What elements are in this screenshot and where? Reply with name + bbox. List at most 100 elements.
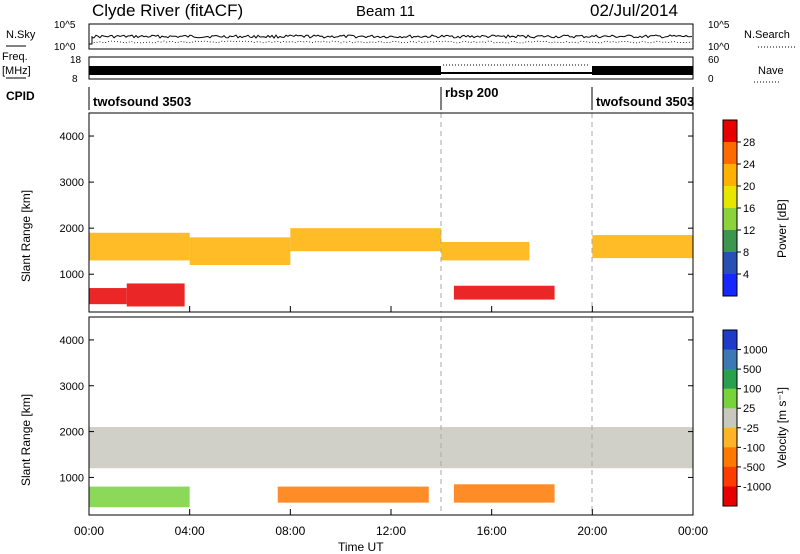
- power-panel: 1000 2000 3000 4000 Slant Range [km]: [19, 112, 694, 313]
- power-colorbar-label: Power [dB]: [775, 199, 789, 258]
- echo-region-2: [277, 486, 429, 503]
- colorbar-tick-label: 28: [743, 137, 755, 149]
- colorbar-tick-label: 24: [743, 159, 755, 171]
- x-tick-label: 16:00: [477, 524, 507, 538]
- echo-region-2: [89, 232, 190, 261]
- nave-tick-bottom: 0: [708, 74, 714, 85]
- colorbar-swatch: [723, 369, 737, 390]
- colorbar-tick-label: 500: [743, 364, 761, 376]
- freq-label-line1: Freq.: [2, 51, 28, 63]
- y-tick-label: 4000: [60, 131, 84, 143]
- colorbar-swatch: [723, 208, 737, 231]
- power-colorbar-swatches: [723, 120, 737, 297]
- colorbar-swatch: [723, 486, 737, 507]
- noise-left-tick-top: 10^5: [54, 20, 76, 31]
- noise-sky-trace: [89, 34, 693, 45]
- y-tick-label: 4000: [60, 335, 84, 347]
- freq-bar-segment-2: [441, 72, 592, 74]
- colorbar-swatch: [723, 447, 737, 468]
- noise-right-tick-top: 10^5: [708, 20, 730, 31]
- velocity-colorbar-label: Velocity [m s⁻¹]: [775, 387, 789, 468]
- y-tick-label: 1000: [60, 269, 84, 281]
- colorbar-swatch: [723, 252, 737, 275]
- freq-panel: Freq. [MHz] 18 8 60 0 Nave: [2, 51, 784, 85]
- colorbar-tick-label: 12: [743, 225, 755, 237]
- colorbar-tick-label: -25: [743, 423, 759, 435]
- velocity-colorbar-swatches: [723, 330, 737, 507]
- noise-left-tick-bottom: 10^0: [54, 42, 76, 53]
- colorbar-tick-label: 16: [743, 203, 755, 215]
- colorbar-swatch: [723, 330, 737, 351]
- noise-panel: N.Sky 10^5 10^0 10^5 10^0 N.Search: [6, 20, 796, 53]
- cpid-program-2: rbsp 200: [445, 85, 498, 100]
- colorbar-swatch: [723, 427, 737, 448]
- noise-search-trace: [91, 40, 693, 44]
- echo-region-5: [441, 241, 530, 261]
- colorbar-swatch: [723, 408, 737, 429]
- x-axis-label: Time UT: [338, 540, 384, 554]
- echo-region-7: [592, 235, 693, 259]
- velocity-panel: 1000 2000 3000 4000 Slant Range [km]: [19, 316, 694, 516]
- y-tick-label: 1000: [60, 472, 84, 484]
- noise-left-label: N.Sky: [6, 29, 36, 41]
- x-tick-label: 08:00: [275, 524, 305, 538]
- x-tick-label: 20:00: [577, 524, 607, 538]
- nave-label: Nave: [758, 65, 784, 77]
- y-tick-label: 3000: [60, 381, 84, 393]
- colorbar-swatch: [723, 230, 737, 253]
- colorbar-tick-label: -1000: [743, 481, 771, 493]
- x-tick-label: 00:00: [678, 524, 708, 538]
- power-colorbar: 28 24 20 16 12 8 4 Power [dB]: [722, 119, 789, 297]
- colorbar-tick-label: 100: [743, 384, 761, 396]
- x-tick-label: 12:00: [376, 524, 406, 538]
- power-heatmap: [89, 228, 693, 307]
- freq-bar-segment-1: [89, 66, 441, 75]
- freq-label-line2: [MHz]: [2, 65, 31, 77]
- beam-title: Beam 11: [356, 3, 415, 20]
- colorbar-tick-label: 20: [743, 181, 755, 193]
- y-tick-label: 3000: [60, 177, 84, 189]
- cpid-label: CPID: [6, 89, 35, 103]
- echo-region-4: [290, 228, 442, 252]
- y-tick-label: 2000: [60, 223, 84, 235]
- colorbar-tick-label: 25: [743, 403, 755, 415]
- echo-region-3: [189, 237, 291, 266]
- colorbar-tick-label: 1000: [743, 345, 767, 357]
- power-y-ticks: 1000 2000 3000 4000: [60, 131, 693, 281]
- power-colorbar-ticks: 28 24 20 16 12 8 4: [737, 137, 755, 281]
- colorbar-tick-label: -100: [743, 442, 765, 454]
- velocity-y-label: Slant Range [km]: [19, 394, 33, 486]
- colorbar-swatch: [723, 274, 737, 297]
- colorbar-tick-label: -500: [743, 462, 765, 474]
- echo-region-0: [89, 288, 127, 305]
- colorbar-tick-label: 8: [743, 247, 749, 259]
- echo-region-6: [453, 285, 555, 300]
- colorbar-swatch: [723, 349, 737, 370]
- echo-region-1: [126, 283, 185, 307]
- power-y-label: Slant Range [km]: [19, 190, 33, 282]
- station-title: Clyde River (fitACF): [92, 1, 243, 20]
- velocity-colorbar-ticks: 1000 500 100 25 -25 -100 -500 -1000: [737, 345, 771, 493]
- x-tick-label: 00:00: [74, 524, 104, 538]
- colorbar-swatch: [723, 186, 737, 209]
- date-title: 02/Jul/2014: [590, 1, 678, 20]
- cpid-panel: CPID twofsound 3503 rbsp 200 twofsound 3…: [6, 85, 694, 110]
- echo-region-1: [453, 484, 555, 503]
- power-panel-bg: [89, 113, 693, 312]
- x-tick-label: 04:00: [175, 524, 205, 538]
- cpid-program-1: twofsound 3503: [93, 94, 191, 109]
- noise-panel-frame: [88, 23, 694, 50]
- cpid-program-3: twofsound 3503: [596, 94, 694, 109]
- colorbar-swatch: [723, 120, 737, 143]
- velocity-y-ticks: 1000 2000 3000 4000: [60, 335, 693, 484]
- time-axis: 00:00 04:00 08:00 12:00 16:00 20:00 00:00: [74, 306, 708, 538]
- colorbar-swatch: [723, 466, 737, 487]
- colorbar-tick-label: 4: [743, 269, 749, 281]
- colorbar-swatch: [723, 164, 737, 187]
- freq-bar-segment-3: [592, 66, 693, 75]
- echo-region-3: [89, 486, 190, 508]
- velocity-colorbar-frame: [722, 329, 738, 507]
- velocity-panel-bg: [89, 317, 693, 515]
- nave-tick-top: 60: [708, 55, 720, 66]
